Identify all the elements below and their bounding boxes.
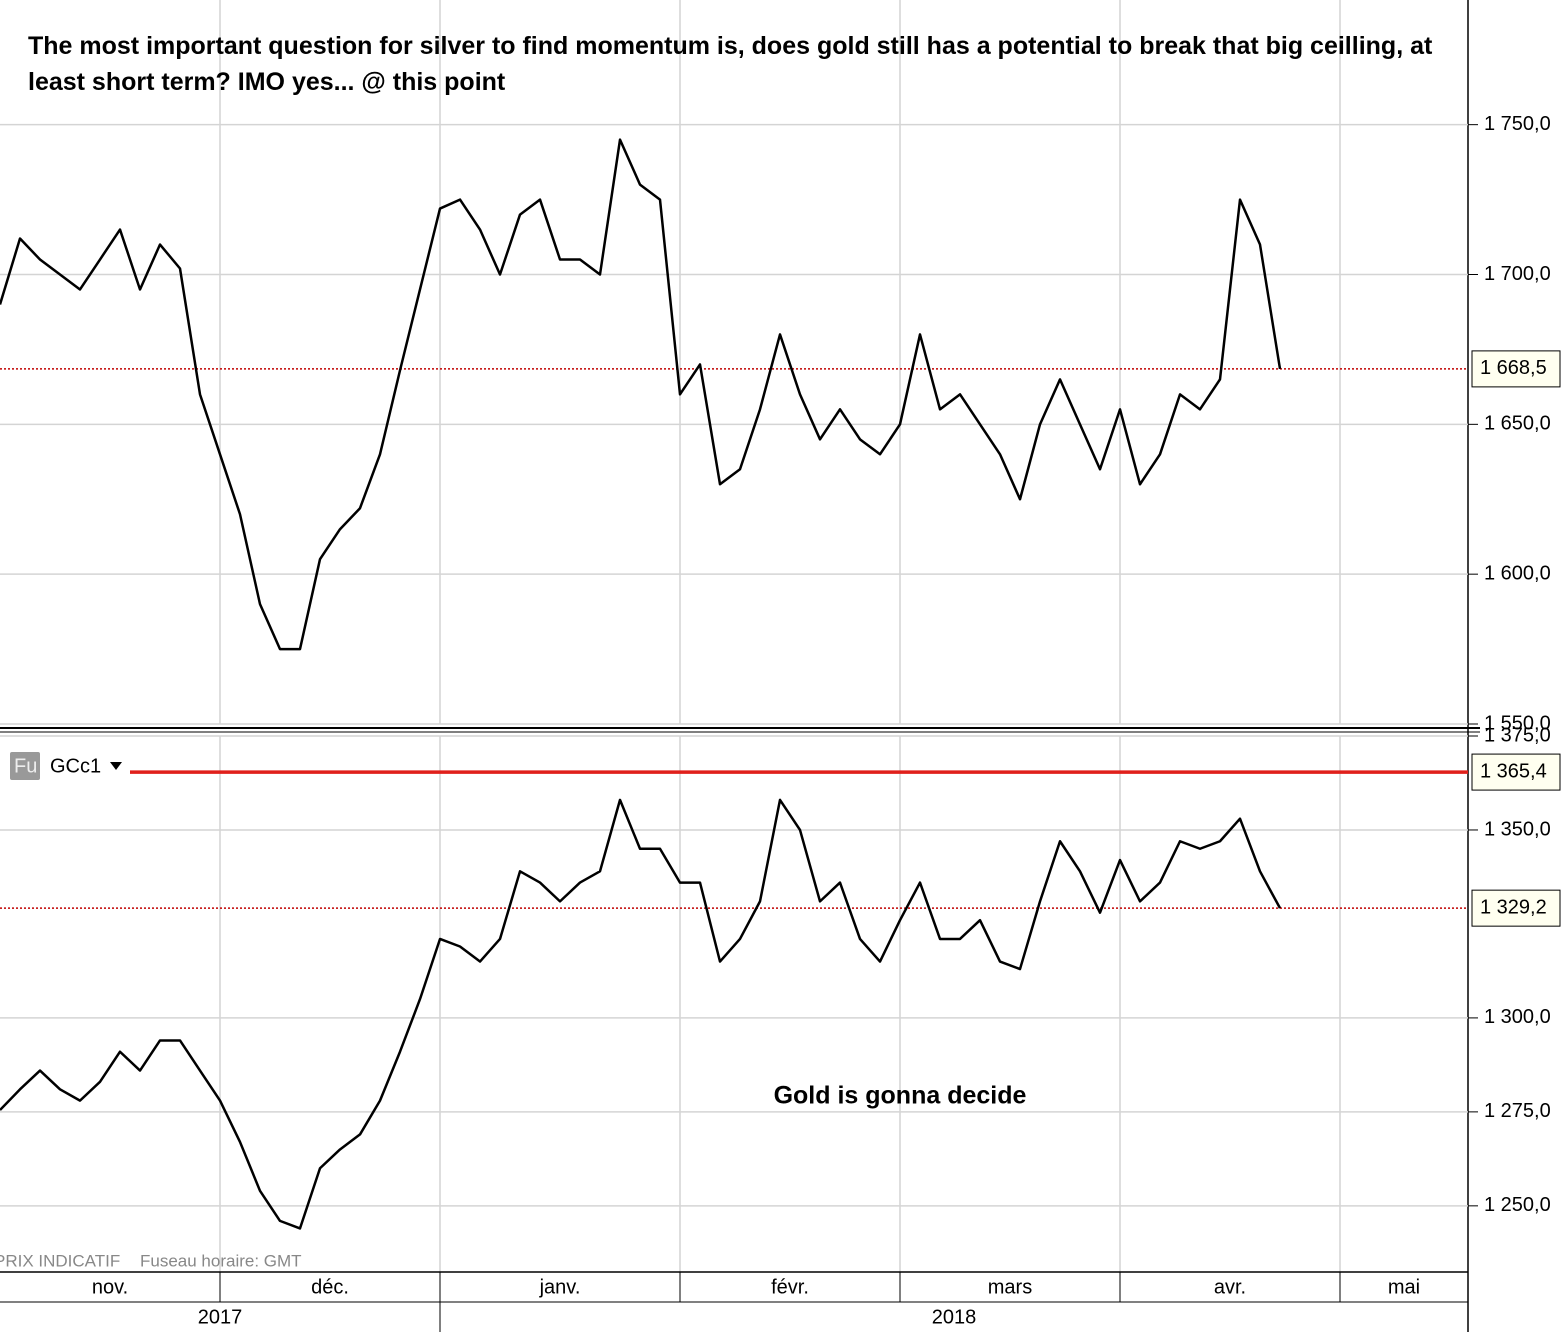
price-label: 1 365,4 [1480,760,1547,782]
footer-note: PRIX INDICATIF [0,1251,120,1270]
x-tick-label: nov. [92,1276,128,1298]
price-label: 1 329,2 [1480,896,1547,918]
annotation: The most important question for silver t… [28,32,1433,96]
price-box [1471,889,1561,927]
y-tick-label: 1 300,0 [1484,1006,1551,1028]
x-tick-label: avr. [1214,1276,1246,1298]
x-tick-label: mars [988,1276,1032,1298]
x-tick-label: mai [1388,1276,1420,1298]
y-tick-label: 1 375,0 [1484,724,1551,746]
price-label: 1 668,5 [1480,357,1547,379]
y-tick-label: 1 750,0 [1484,113,1551,135]
price-box [1471,350,1561,388]
price-line [0,798,1282,1230]
year-label: 2018 [932,1306,977,1328]
y-tick-label: 1 550,0 [1484,712,1551,734]
year-label: 2017 [198,1306,243,1328]
source-badge [10,752,40,780]
x-tick-label: janv. [539,1276,581,1298]
y-tick-label: 1 650,0 [1484,413,1551,435]
x-tick-label: févr. [771,1276,809,1298]
y-tick-label: 1 700,0 [1484,263,1551,285]
dropdown-arrow [110,762,122,770]
source-badge-text: Fu [14,755,37,777]
price-box [1471,753,1561,791]
footer-note: Fuseau horaire: GMT [140,1251,302,1270]
y-tick-label: 1 600,0 [1484,562,1551,584]
symbol: GCc1 [50,755,101,777]
x-tick-label: déc. [311,1276,349,1298]
y-tick-label: 1 250,0 [1484,1194,1551,1216]
y-tick-label: 1 275,0 [1484,1100,1551,1122]
annotation: Gold is gonna decide [774,1082,1027,1110]
y-tick-label: 1 350,0 [1484,818,1551,840]
price-line [0,138,1282,651]
